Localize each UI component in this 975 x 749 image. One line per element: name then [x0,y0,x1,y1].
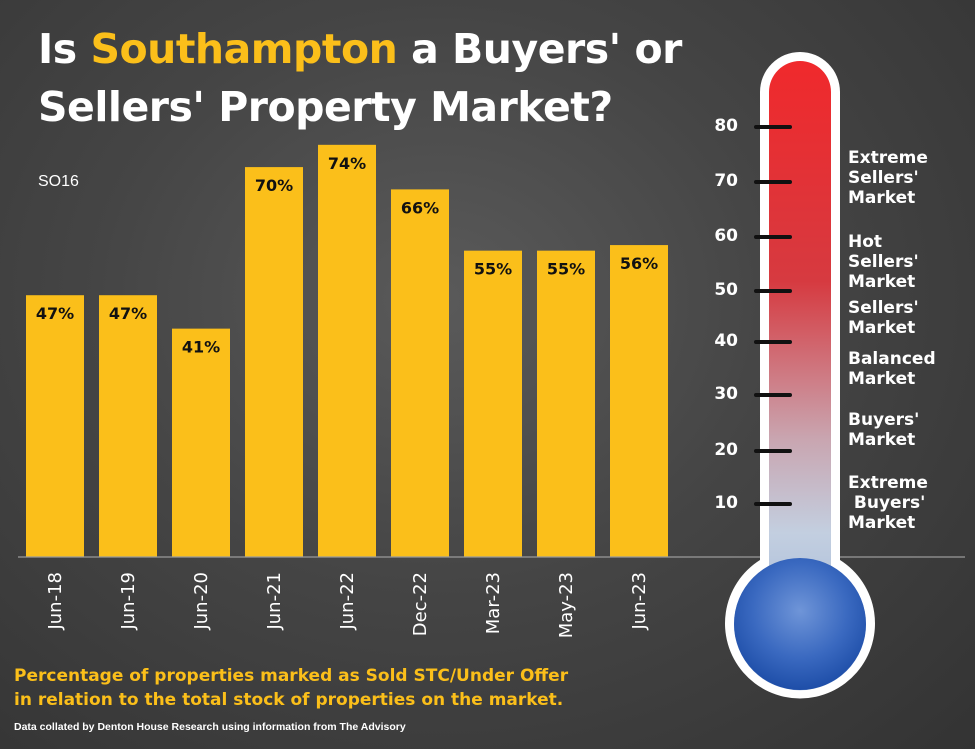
scale-20: 20 [714,440,738,460]
title-highlight: Southampton [90,25,398,73]
chart-caption: Percentage of properties marked as Sold … [14,664,654,712]
thermometer-bulb [734,558,866,690]
title-prefix: Is [38,25,91,73]
x-tick-jun-22: Jun-22 [337,572,358,631]
scale-70: 70 [714,171,738,191]
x-tick-may-23: May-23 [556,572,577,638]
bar-jun-21 [245,167,303,557]
zone-extreme-sellers: Extreme Sellers' Market [848,148,928,208]
data-label-jun-23: 56% [620,254,658,273]
zone-sellers: Sellers' Market [848,298,919,338]
bar-may-23 [537,250,595,557]
bar-jun-20 [172,328,230,557]
thermometer-tube [733,61,866,691]
x-tick-jun-20: Jun-20 [191,572,212,631]
x-tick-jun-21: Jun-21 [264,572,285,631]
bar-jun-18 [26,295,84,557]
x-tick-dec-22: Dec-22 [410,572,431,636]
bar-series: 47% 47% 41% 70% 74% 66% 55% 55% 56% [26,144,668,557]
title-line2: Sellers' Property Market? [38,83,613,131]
bar-jun-22 [318,144,376,557]
zone-hot-sellers: Hot Sellers' Market [848,232,919,292]
bar-jun-19 [99,295,157,557]
thermometer-ticks [754,125,792,506]
title-suffix: a Buyers' or [397,25,682,73]
data-label-jun-20: 41% [182,338,220,357]
x-tick-mar-23: Mar-23 [483,572,504,634]
bar-dec-22 [391,189,449,557]
data-label-may-23: 55% [547,260,585,279]
zone-extreme-buyers: Extreme Buyers' Market [848,473,928,533]
x-tick-jun-23: Jun-23 [629,572,650,631]
scale-50: 50 [714,280,738,300]
thermometer [724,52,875,699]
scale-10: 10 [714,493,738,513]
data-label-dec-22: 66% [401,198,439,217]
x-tick-jun-19: Jun-19 [118,572,139,631]
caption-line2: in relation to the total stock of proper… [14,690,564,710]
chart-subtitle: SO16 [38,173,79,190]
scale-30: 30 [714,384,738,404]
data-label-mar-23: 55% [474,260,512,279]
zone-buyers: Buyers' Market [848,410,920,450]
chart-title: Is Southampton a Buyers' or Sellers' Pro… [38,20,718,136]
scale-40: 40 [714,331,738,351]
caption-line1: Percentage of properties marked as Sold … [14,666,569,686]
bar-jun-23 [610,245,668,557]
bar-mar-23 [464,250,522,557]
data-label-jun-22: 74% [328,154,366,173]
scale-80: 80 [714,116,738,136]
data-label-jun-18: 47% [36,304,74,323]
data-label-jun-21: 70% [255,176,293,195]
data-label-jun-19: 47% [109,304,147,323]
scale-60: 60 [714,226,738,246]
zone-balanced: Balanced Market [848,349,936,389]
x-tick-jun-18: Jun-18 [45,572,66,631]
x-axis-labels: Jun-18 Jun-19 Jun-20 Jun-21 Jun-22 Dec-22 Mar-… [45,572,650,638]
source-note: Data collated by Denton House Research u… [14,721,406,733]
